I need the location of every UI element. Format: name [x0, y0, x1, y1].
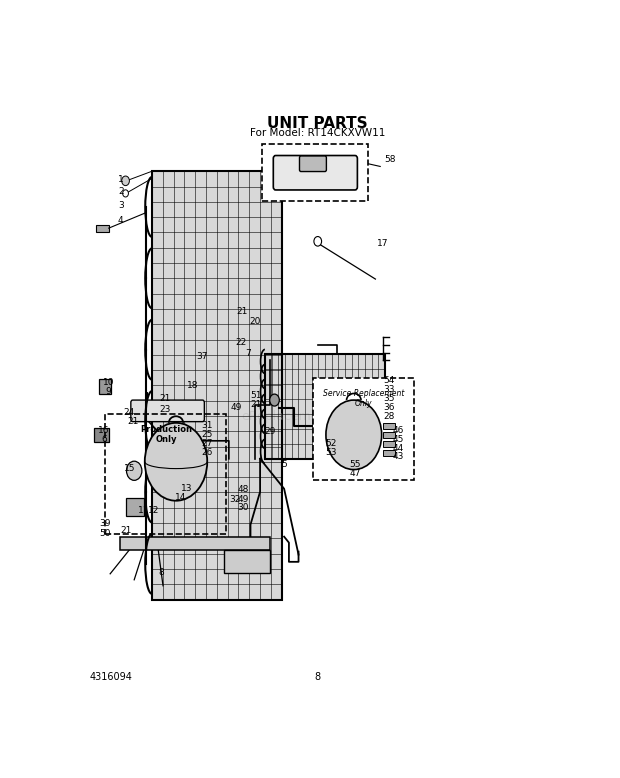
Text: 21: 21 [236, 307, 247, 316]
Circle shape [326, 400, 382, 470]
Text: 21: 21 [160, 394, 171, 403]
Circle shape [126, 461, 142, 480]
Bar [262, 144, 368, 202]
Bar [265, 354, 385, 459]
Text: 50: 50 [100, 529, 111, 538]
Text: 26: 26 [202, 448, 213, 457]
Bar [313, 378, 414, 480]
Text: 32: 32 [229, 495, 241, 504]
Bar [224, 550, 270, 573]
Text: 37: 37 [197, 352, 208, 362]
Bar [125, 498, 144, 516]
Text: 17: 17 [377, 239, 388, 247]
Text: 21: 21 [120, 526, 131, 535]
FancyBboxPatch shape [299, 156, 326, 171]
Text: 20: 20 [250, 317, 261, 325]
Text: 2: 2 [118, 187, 123, 196]
Text: 16: 16 [98, 426, 110, 435]
Text: eReplacementParts.com: eReplacementParts.com [242, 410, 394, 423]
Bar [383, 432, 394, 438]
Text: 49: 49 [237, 495, 249, 504]
Text: 43: 43 [393, 453, 404, 461]
Text: 3: 3 [118, 202, 123, 211]
Text: 18: 18 [187, 381, 198, 391]
Circle shape [122, 176, 130, 186]
Text: 12: 12 [148, 506, 159, 515]
Bar [383, 450, 394, 456]
Text: 31: 31 [202, 422, 213, 430]
Text: 4: 4 [118, 216, 123, 226]
Text: 54: 54 [383, 377, 394, 385]
Text: 11: 11 [138, 506, 149, 515]
Text: 45: 45 [393, 435, 404, 444]
Text: 28: 28 [383, 412, 394, 422]
Text: 33: 33 [383, 385, 394, 394]
Text: 8: 8 [159, 568, 164, 577]
Text: 7: 7 [245, 349, 251, 358]
Text: 30: 30 [237, 503, 249, 513]
Bar [99, 379, 111, 394]
Text: Service Replacement
Only: Service Replacement Only [322, 389, 404, 408]
Bar [95, 225, 109, 233]
Text: 9: 9 [106, 387, 112, 395]
Text: 48: 48 [237, 485, 249, 495]
Text: 49: 49 [231, 403, 242, 412]
Text: 52: 52 [326, 440, 337, 448]
Text: 22: 22 [235, 338, 247, 347]
Bar [152, 171, 281, 600]
Circle shape [123, 190, 128, 197]
Text: 39: 39 [100, 519, 111, 528]
Text: 23: 23 [160, 405, 171, 414]
Text: Production
Only: Production Only [140, 425, 192, 444]
Text: 1: 1 [118, 174, 123, 184]
FancyBboxPatch shape [273, 156, 357, 190]
Text: 21: 21 [127, 416, 138, 426]
Text: 46: 46 [393, 426, 404, 435]
Text: 5: 5 [281, 461, 287, 469]
Bar [383, 441, 394, 447]
Text: 13: 13 [181, 484, 193, 493]
Text: 10: 10 [103, 377, 115, 387]
Text: 15: 15 [123, 464, 135, 474]
Bar [383, 423, 394, 429]
Text: 36: 36 [383, 403, 394, 412]
Text: For Model: RT14CKXVW11: For Model: RT14CKXVW11 [250, 128, 386, 138]
Text: 53: 53 [326, 448, 337, 457]
Bar [152, 171, 281, 600]
Text: 58: 58 [384, 155, 396, 163]
Text: 44: 44 [393, 443, 404, 453]
Text: 29: 29 [264, 427, 275, 436]
Bar [120, 537, 270, 550]
Text: 27: 27 [202, 440, 213, 448]
Text: 47: 47 [350, 469, 361, 478]
Bar [265, 354, 385, 459]
Bar [94, 428, 108, 442]
Text: 8: 8 [315, 671, 321, 682]
Text: 24: 24 [124, 408, 135, 416]
Bar [105, 414, 226, 534]
Text: 4316094: 4316094 [89, 671, 133, 682]
Circle shape [144, 423, 207, 501]
Text: 55: 55 [350, 461, 361, 469]
Circle shape [270, 394, 279, 406]
Text: 6: 6 [101, 435, 107, 444]
Text: UNIT PARTS: UNIT PARTS [267, 116, 368, 131]
Text: 21: 21 [250, 401, 262, 409]
Circle shape [314, 237, 322, 246]
Text: 51: 51 [250, 391, 262, 401]
Text: 25: 25 [202, 430, 213, 440]
FancyBboxPatch shape [131, 400, 205, 422]
Text: 14: 14 [175, 493, 187, 503]
Text: 35: 35 [383, 394, 394, 403]
